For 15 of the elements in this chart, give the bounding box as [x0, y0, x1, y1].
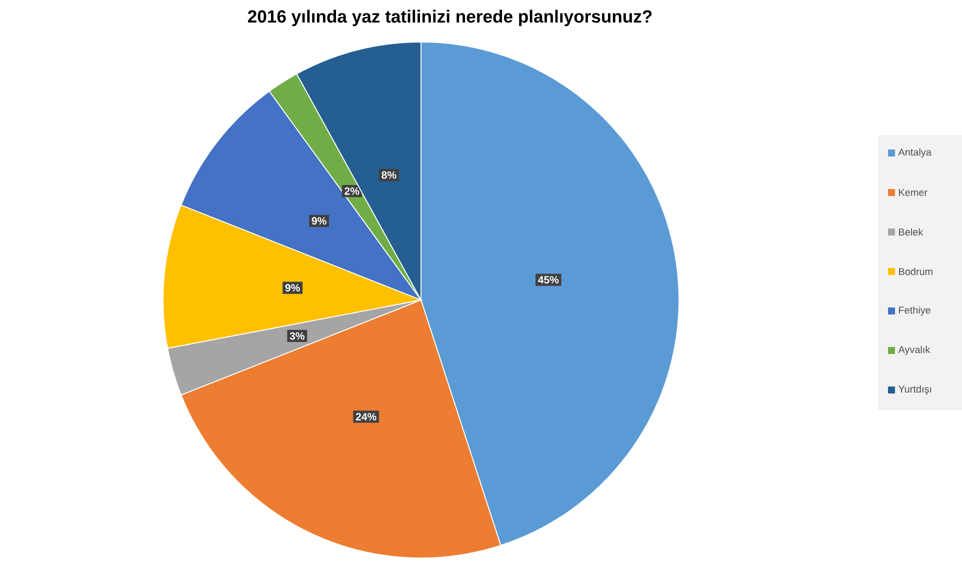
legend-label: Fethiye: [899, 306, 930, 316]
legend-label: Antalya: [898, 148, 932, 158]
legend-label: Bodrum: [899, 268, 932, 276]
data-label: 9%: [312, 217, 326, 225]
legend-label: Belek: [899, 228, 924, 236]
data-label: 3%: [290, 332, 304, 340]
data-label: 45%: [538, 276, 559, 284]
data-label: 9%: [285, 284, 300, 292]
data-label: 24%: [356, 412, 376, 420]
legend-label: Kemer: [899, 189, 928, 196]
data-label: 8%: [382, 171, 396, 179]
data-label: 2%: [344, 187, 360, 195]
legend-label: Ayvalık: [898, 346, 930, 356]
legend-label: Yurtdışı: [898, 385, 932, 395]
chart-title: 2016 yılında yaz tatilinizi nerede planlıyorsunuz?: [248, 10, 652, 26]
